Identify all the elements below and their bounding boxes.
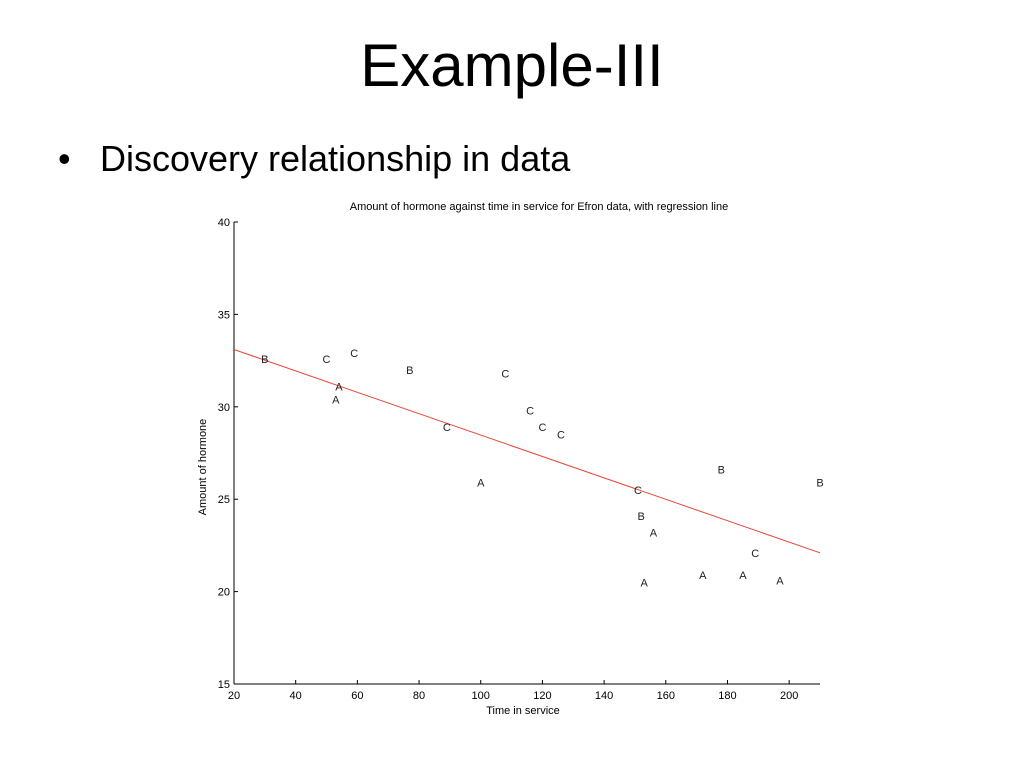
- data-point: A: [641, 577, 649, 589]
- x-tick-label: 80: [413, 690, 425, 702]
- y-tick-label: 25: [218, 494, 230, 506]
- data-point: B: [261, 354, 268, 366]
- data-point: C: [323, 354, 331, 366]
- data-point: C: [350, 348, 358, 360]
- slide-title: Example-III: [360, 32, 664, 99]
- data-point: C: [557, 430, 565, 442]
- data-point: A: [332, 394, 340, 406]
- data-point: B: [406, 365, 413, 377]
- y-tick-label: 40: [218, 217, 230, 229]
- data-point: C: [526, 405, 534, 417]
- y-tick-label: 15: [218, 679, 230, 691]
- chart-title: Amount of hormone against time in servic…: [350, 201, 728, 213]
- data-point: B: [718, 465, 725, 477]
- data-point: A: [699, 570, 707, 582]
- data-point: C: [634, 485, 642, 497]
- data-point: B: [637, 511, 644, 523]
- x-tick-label: 140: [595, 690, 613, 702]
- data-point: A: [477, 478, 485, 490]
- data-point: C: [443, 422, 451, 434]
- data-point: A: [776, 576, 784, 588]
- y-tick-label: 35: [218, 309, 230, 321]
- data-point: C: [751, 548, 759, 560]
- x-tick-label: 20: [228, 690, 240, 702]
- x-tick-label: 120: [533, 690, 551, 702]
- data-point: A: [739, 570, 747, 582]
- regression-line: [233, 349, 821, 554]
- regression-line-layer: [233, 349, 821, 554]
- data-point: A: [650, 527, 658, 539]
- bullet-text: Discovery relationship in data: [100, 138, 571, 179]
- bullet-item: • Discovery relationship in data: [58, 136, 570, 182]
- data-point: A: [335, 381, 343, 393]
- y-tick-label: 20: [218, 587, 230, 599]
- data-point: B: [816, 478, 823, 490]
- data-point: C: [501, 369, 509, 381]
- y-tick-label: 30: [218, 402, 230, 414]
- x-tick-label: 100: [472, 690, 490, 702]
- x-tick-label: 60: [351, 690, 363, 702]
- y-axis-title: Amount of hormone: [197, 419, 209, 516]
- x-tick-label: 180: [718, 690, 736, 702]
- x-tick-label: 160: [657, 690, 675, 702]
- x-tick-label: 40: [290, 690, 302, 702]
- x-axis-title: Time in service: [486, 705, 560, 717]
- x-tick-label: 200: [780, 690, 798, 702]
- scatter-chart: Amount of hormone against time in servic…: [190, 192, 840, 722]
- bullet-marker: •: [58, 138, 71, 179]
- data-point: C: [538, 422, 546, 434]
- chart-canvas: Amount of hormone against time in servic…: [197, 201, 824, 717]
